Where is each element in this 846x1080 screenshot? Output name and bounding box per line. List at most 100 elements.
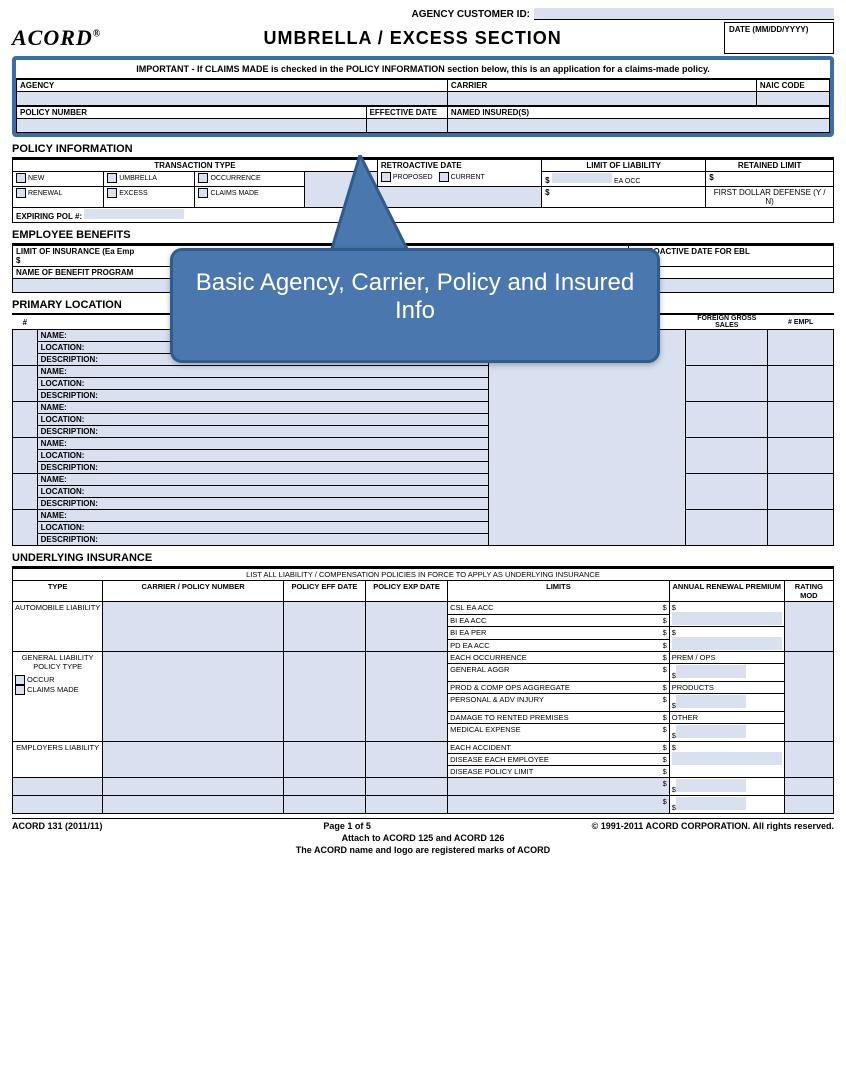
copyright: © 1991-2011 ACORD CORPORATION. All right… bbox=[592, 821, 834, 831]
important-notice: IMPORTANT - If CLAIMS MADE is checked in… bbox=[16, 60, 830, 79]
policy-number-input[interactable] bbox=[17, 119, 367, 133]
pol-exp-header: POLICY EXP DATE bbox=[366, 581, 448, 602]
loc1-desc-label: DESCRIPTION: bbox=[41, 355, 98, 364]
acord-logo: ACORD® bbox=[12, 25, 101, 51]
renewal-checkbox[interactable] bbox=[16, 188, 26, 198]
carrier-label: CARRIER bbox=[447, 80, 756, 92]
dis-emp-label: DISEASE EACH EMPLOYEE bbox=[450, 755, 549, 764]
rating-header: RATING MOD bbox=[784, 581, 833, 602]
gl-carrier[interactable] bbox=[103, 652, 284, 742]
excess-label: EXCESS bbox=[119, 190, 147, 197]
renewal-label: RENEWAL bbox=[28, 190, 62, 197]
excess-checkbox[interactable] bbox=[107, 188, 117, 198]
loc1-foreign[interactable] bbox=[686, 330, 768, 366]
claims-made-label: CLAIMS MADE bbox=[210, 190, 258, 197]
auto-rating[interactable] bbox=[784, 602, 833, 652]
loc-num-2[interactable] bbox=[13, 366, 38, 402]
naic-input[interactable] bbox=[756, 92, 829, 106]
policy-number-label: POLICY NUMBER bbox=[17, 107, 367, 119]
emp-carrier[interactable] bbox=[103, 742, 284, 778]
bi-per-label: BI EA PER bbox=[450, 628, 486, 637]
auto-exp[interactable] bbox=[366, 602, 448, 652]
umbrella-checkbox[interactable] bbox=[107, 173, 117, 183]
personal-label: PERSONAL & ADV INJURY bbox=[450, 695, 544, 704]
employers-type: EMPLOYERS LIABILITY bbox=[13, 742, 103, 778]
underlying-header: UNDERLYING INSURANCE bbox=[12, 550, 834, 568]
limit-insurance-label: LIMIT OF INSURANCE (Ea Emp bbox=[16, 247, 134, 256]
loc-num-1[interactable] bbox=[13, 330, 38, 366]
named-insured-input[interactable] bbox=[447, 119, 829, 133]
agency-carrier-grid: AGENCY CARRIER NAIC CODE bbox=[16, 79, 830, 106]
auto-type: AUTOMOBILE LIABILITY bbox=[13, 602, 103, 652]
callout-bubble: Basic Agency, Carrier, Policy and Insure… bbox=[170, 248, 660, 363]
limits-header: LIMITS bbox=[448, 581, 670, 602]
emp-prem[interactable] bbox=[672, 752, 782, 765]
new-checkbox[interactable] bbox=[16, 173, 26, 183]
prem-ops-label: PREM / OPS bbox=[672, 653, 716, 662]
empl-header: # EMPL bbox=[768, 315, 834, 330]
main-title: UMBRELLA / EXCESS SECTION bbox=[101, 28, 724, 49]
attach-note: Attach to ACORD 125 and ACORD 126 bbox=[342, 833, 505, 843]
occurrence-checkbox[interactable] bbox=[198, 173, 208, 183]
damage-label: DAMAGE TO RENTED PREMISES bbox=[450, 713, 569, 722]
type-header: TYPE bbox=[13, 581, 103, 602]
umbrella-label: UMBRELLA bbox=[119, 175, 157, 182]
limit-amt-input[interactable] bbox=[552, 173, 612, 183]
auto-eff[interactable] bbox=[283, 602, 365, 652]
foreign-sales-header: FOREIGN GROSS SALES bbox=[686, 315, 768, 330]
loc-num-6[interactable] bbox=[13, 510, 38, 546]
annual-header: ANNUAL RENEWAL PREMIUM bbox=[669, 581, 784, 602]
emp-eff[interactable] bbox=[283, 742, 365, 778]
num-col-header: # bbox=[13, 315, 38, 330]
gen-aggr-label: GENERAL AGGR bbox=[450, 665, 509, 674]
products-amt[interactable] bbox=[676, 695, 746, 708]
occurrence-label: OCCURRENCE bbox=[210, 175, 260, 182]
header-row: AGENCY CUSTOMER ID: bbox=[12, 8, 834, 20]
dis-pol-label: DISEASE POLICY LIMIT bbox=[450, 767, 533, 776]
date-box[interactable]: DATE (MM/DD/YYYY) bbox=[724, 22, 834, 54]
loc-num-4[interactable] bbox=[13, 438, 38, 474]
prod-comp-label: PROD & COMP OPS AGGREGATE bbox=[450, 683, 570, 692]
gl-claims-checkbox[interactable] bbox=[15, 685, 25, 695]
loc1-name-label: NAME: bbox=[41, 331, 67, 340]
first-dollar-label: FIRST DOLLAR DEFENSE (Y / N) bbox=[706, 187, 834, 208]
other-label: OTHER bbox=[672, 713, 698, 722]
list-all-label: LIST ALL LIABILITY / COMPENSATION POLICI… bbox=[13, 569, 834, 581]
premops-amt[interactable] bbox=[676, 665, 746, 678]
customer-id-label: AGENCY CUSTOMER ID: bbox=[411, 8, 834, 20]
emp-rating[interactable] bbox=[784, 742, 833, 778]
loc1-empl[interactable] bbox=[768, 330, 834, 366]
gl-occur-label: OCCUR bbox=[27, 675, 55, 684]
policy-insured-grid: POLICY NUMBER EFFECTIVE DATE NAMED INSUR… bbox=[16, 106, 830, 133]
agency-input[interactable] bbox=[17, 92, 448, 106]
carrier-input[interactable] bbox=[447, 92, 756, 106]
gl-claims-label: CLAIMS MADE bbox=[27, 685, 79, 694]
bi-acc-label: BI EA ACC bbox=[450, 616, 486, 625]
eff-date-input[interactable] bbox=[366, 119, 447, 133]
footer: ACORD 131 (2011/11) Page 1 of 5 © 1991-2… bbox=[12, 818, 834, 855]
loc-num-3[interactable] bbox=[13, 402, 38, 438]
each-occ-label: EACH OCCURRENCE bbox=[450, 653, 527, 662]
auto-carrier[interactable] bbox=[103, 602, 284, 652]
current-checkbox[interactable] bbox=[439, 172, 449, 182]
other-amt[interactable] bbox=[676, 725, 746, 738]
loc1-loc-label: LOCATION: bbox=[41, 343, 85, 352]
auto-prem2[interactable] bbox=[672, 637, 782, 650]
gl-exp[interactable] bbox=[366, 652, 448, 742]
gl-eff[interactable] bbox=[283, 652, 365, 742]
underlying-table: LIST ALL LIABILITY / COMPENSATION POLICI… bbox=[12, 568, 834, 814]
loc-num-5[interactable] bbox=[13, 474, 38, 510]
highlighted-header-box: IMPORTANT - If CLAIMS MADE is checked in… bbox=[12, 56, 834, 137]
gl-occur-checkbox[interactable] bbox=[15, 675, 25, 685]
carrier-pol-header: CARRIER / POLICY NUMBER bbox=[103, 581, 284, 602]
auto-prem1[interactable] bbox=[672, 612, 782, 625]
ea-occ-label: EA OCC bbox=[614, 178, 640, 185]
emp-exp[interactable] bbox=[366, 742, 448, 778]
expiring-pol-input[interactable] bbox=[84, 209, 184, 219]
trademark-note: The ACORD name and logo are registered m… bbox=[296, 845, 550, 855]
pd-acc-label: PD EA ACC bbox=[450, 641, 490, 650]
csl-label: CSL EA ACC bbox=[450, 603, 494, 612]
claims-made-checkbox[interactable] bbox=[198, 188, 208, 198]
gl-rating[interactable] bbox=[784, 652, 833, 742]
form-number: ACORD 131 (2011/11) bbox=[12, 821, 103, 831]
